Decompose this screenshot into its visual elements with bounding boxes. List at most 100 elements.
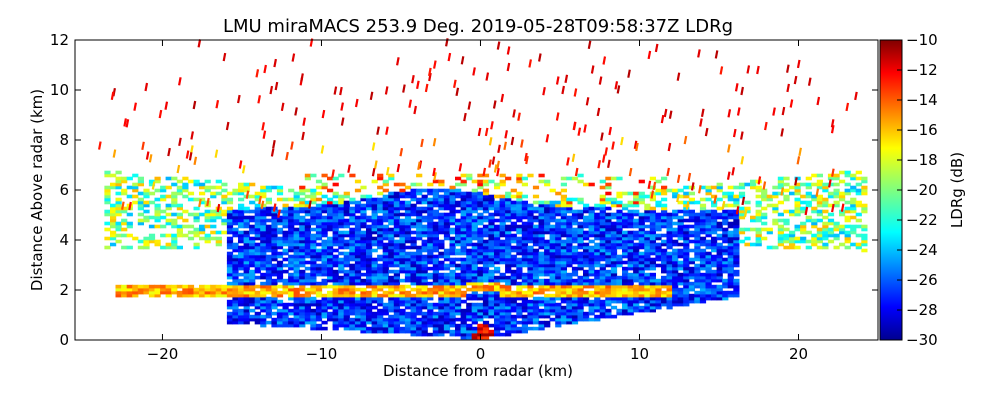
- ldr-echo: [525, 155, 529, 165]
- ldr-cell: [232, 227, 239, 232]
- ldr-cell: [544, 230, 551, 235]
- ldr-cell: [260, 215, 267, 220]
- ldr-cell: [354, 317, 362, 322]
- ldr-cell: [104, 194, 111, 199]
- ldr-cell: [516, 266, 523, 271]
- ldr-cell: [432, 317, 439, 322]
- colorbar-tick-label: −16: [906, 121, 938, 139]
- ldr-cell: [371, 224, 378, 229]
- ldr-cell: [443, 251, 451, 256]
- ldr-cell: [455, 230, 462, 235]
- ldr-echo: [141, 141, 145, 151]
- ldr-cell: [694, 266, 701, 271]
- ldr-cell: [571, 269, 579, 274]
- ldr-cell: [811, 182, 818, 187]
- ldr-cell: [310, 209, 317, 214]
- ldr-cell: [599, 278, 606, 283]
- ldr-echo: [816, 96, 821, 106]
- ldr-echo: [460, 56, 465, 65]
- ldr-cell: [588, 224, 595, 229]
- ldr-cell: [605, 218, 612, 223]
- ldr-cell: [388, 290, 395, 295]
- ldr-cell: [482, 197, 490, 202]
- ldr-cell: [254, 197, 261, 202]
- ldr-echo: [433, 172, 437, 181]
- ldr-cell: [276, 221, 284, 226]
- ldr-cell: [249, 242, 256, 247]
- ldr-cell: [527, 251, 534, 256]
- ldr-cell: [232, 305, 239, 310]
- ldr-cell: [315, 206, 323, 211]
- ldr-cell: [777, 227, 784, 232]
- ldr-cell: [716, 278, 723, 283]
- ldr-cell: [677, 242, 684, 247]
- ldr-cell: [850, 242, 857, 247]
- ldr-cell: [488, 230, 495, 235]
- ldr-cell: [243, 260, 250, 265]
- ldr-cell: [772, 245, 779, 250]
- ldr-cell: [477, 329, 484, 334]
- ldr-cell: [827, 212, 835, 217]
- ldr-cell: [583, 215, 590, 220]
- ldr-cell: [499, 197, 506, 202]
- ldr-cell: [349, 254, 356, 259]
- ldr-cell: [577, 284, 584, 289]
- ldr-cell: [360, 212, 367, 217]
- ldr-cell: [449, 242, 456, 247]
- ldr-cell: [249, 317, 256, 322]
- ldr-cell: [254, 209, 261, 214]
- ldr-cell: [733, 281, 740, 286]
- ldr-cell: [544, 239, 551, 244]
- ldr-cell: [532, 227, 540, 232]
- ldr-cell: [510, 245, 517, 250]
- ldr-cell: [699, 290, 707, 295]
- ldr-cell: [354, 248, 362, 253]
- ldr-cell: [688, 266, 695, 271]
- ldr-cell: [722, 209, 729, 214]
- ldr-cell: [544, 215, 551, 220]
- ldr-cell: [839, 179, 846, 184]
- ldr-cell: [187, 197, 195, 202]
- ldr-cell: [499, 278, 506, 283]
- ldr-cell: [655, 221, 662, 226]
- ldr-cell: [549, 239, 556, 244]
- ldr-cell: [482, 302, 490, 307]
- ldr-cell: [343, 200, 350, 205]
- ldr-cell: [243, 287, 250, 292]
- ldr-cell: [577, 263, 584, 268]
- ldr-cell: [148, 191, 156, 196]
- ldr-cell: [627, 281, 634, 286]
- ldr-cell: [683, 281, 690, 286]
- ldr-cell: [455, 176, 462, 181]
- ldr-cell: [516, 197, 523, 202]
- ldr-cell: [510, 302, 517, 307]
- ldr-cell: [566, 278, 573, 283]
- ldr-cell: [249, 314, 256, 319]
- ldr-cell: [327, 209, 334, 214]
- ldr-echo: [796, 156, 801, 165]
- ldr-cell: [638, 257, 645, 262]
- ldr-cell: [416, 299, 423, 304]
- ldr-cell: [377, 263, 384, 268]
- ldr-cell: [399, 221, 406, 226]
- ldr-cell: [610, 299, 618, 304]
- ldr-echo: [854, 91, 858, 101]
- ldr-cell: [160, 209, 167, 214]
- ldr-cell: [243, 269, 250, 274]
- ldr-cell: [672, 227, 679, 232]
- ldr-cell: [327, 197, 334, 202]
- ldr-cell: [432, 254, 439, 259]
- ldr-cell: [382, 233, 389, 238]
- ldr-cell: [655, 284, 662, 289]
- ldr-cell: [538, 233, 545, 238]
- ldr-cell: [527, 254, 534, 259]
- ldr-cell: [583, 260, 590, 265]
- ldr-cell: [566, 251, 573, 256]
- ldr-cell: [599, 200, 606, 205]
- ldr-cell: [705, 224, 712, 229]
- ldr-cell: [293, 254, 300, 259]
- ldr-cell: [627, 290, 634, 295]
- ldr-cell: [555, 284, 562, 289]
- ldr-cell: [416, 332, 423, 337]
- ldr-cell: [566, 206, 573, 211]
